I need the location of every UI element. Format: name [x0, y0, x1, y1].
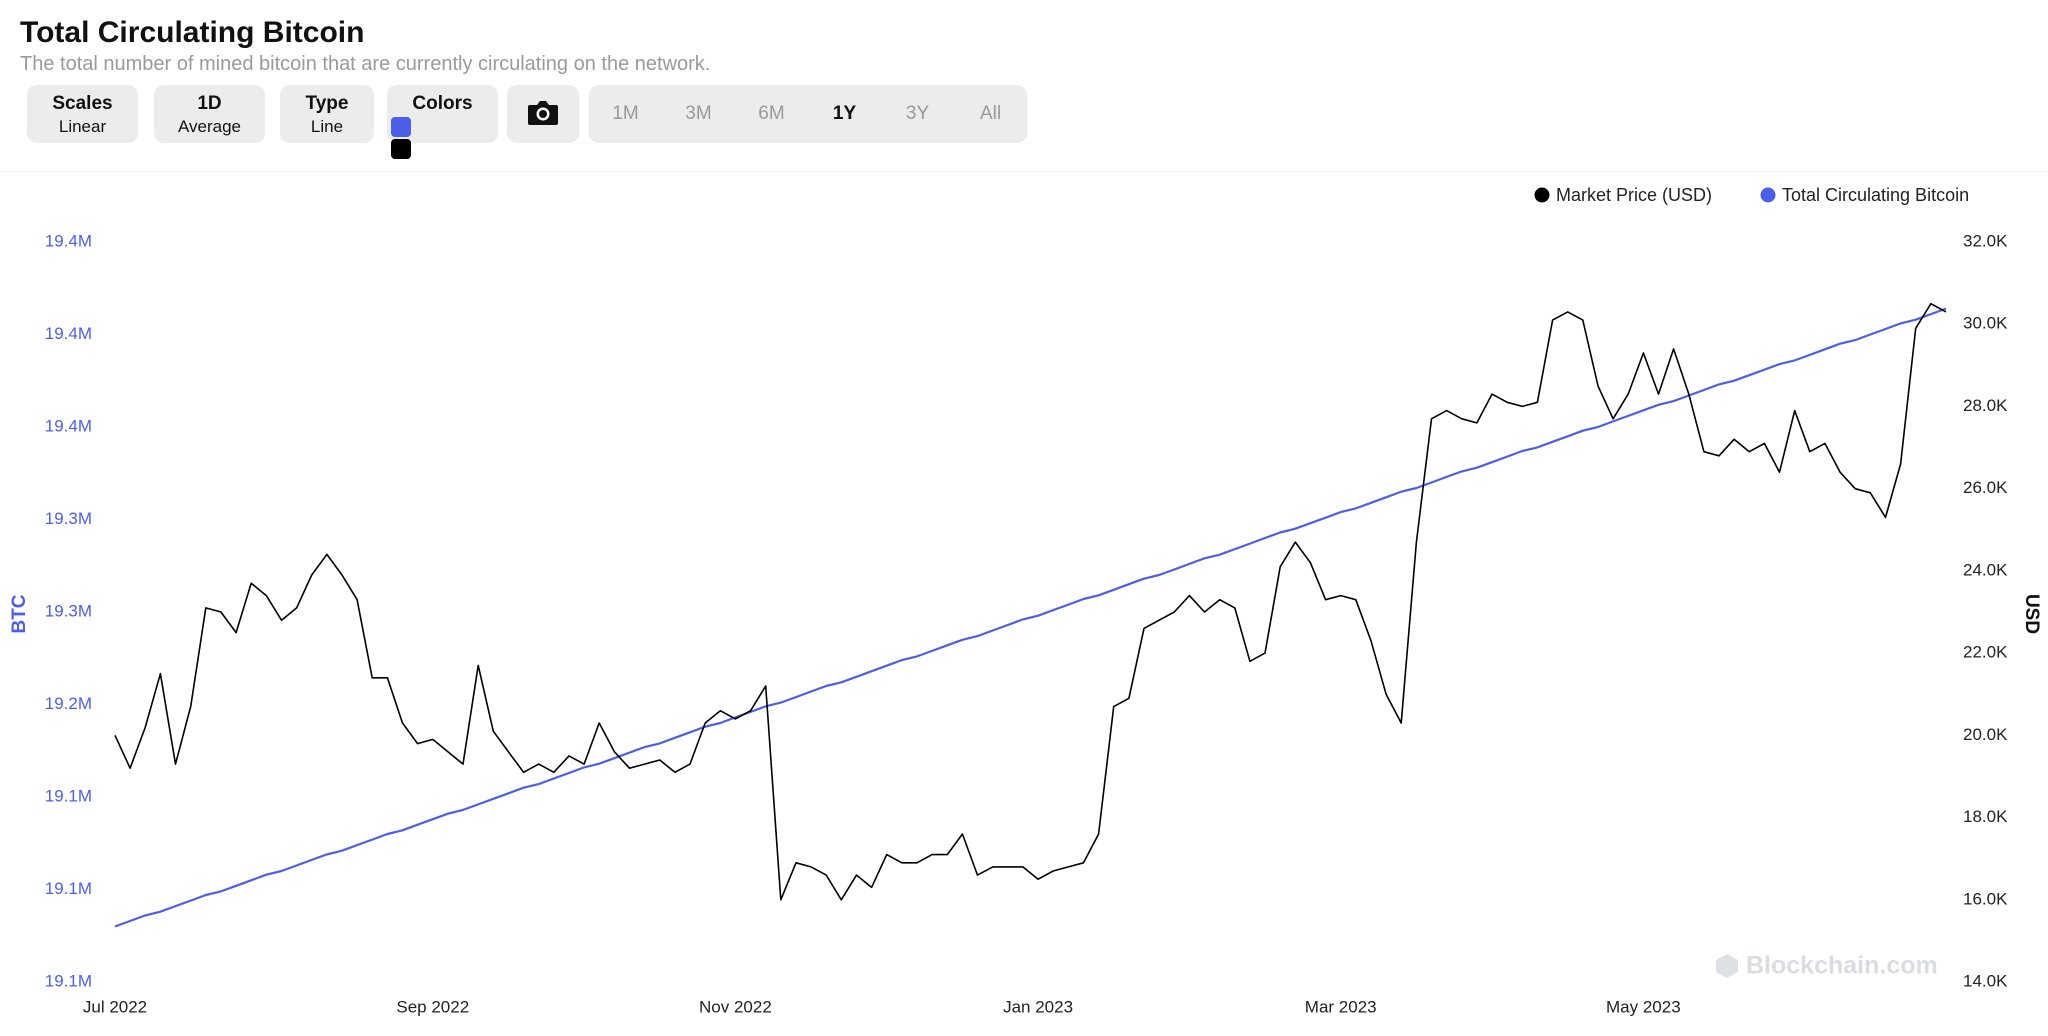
x-tick-label: Jul 2022	[83, 997, 147, 1016]
button-value: Line	[310, 117, 344, 136]
y2-tick-label: 20.0K	[1963, 725, 2008, 744]
separator	[0, 171, 2048, 172]
x-tick-label: Nov 2022	[699, 997, 772, 1016]
y2-tick-label: 16.0K	[1963, 889, 2008, 908]
legend-marker	[1534, 187, 1550, 203]
range-button[interactable]: All	[979, 103, 1002, 124]
screenshot-button[interactable]	[507, 85, 579, 143]
y-tick-label: 19.4M	[45, 231, 92, 250]
y-tick-label: 19.1M	[45, 879, 92, 898]
y2-tick-label: 14.0K	[1963, 971, 2008, 990]
range-button[interactable]: 1Y	[832, 103, 857, 124]
y-tick-label: 19.2M	[45, 694, 92, 713]
x-tick-label: Jan 2023	[1003, 997, 1073, 1016]
x-tick-label: Sep 2022	[396, 997, 469, 1016]
page-subtitle: The total number of mined bitcoin that a…	[20, 53, 711, 75]
color-swatch	[391, 117, 411, 137]
y2-tick-label: 30.0K	[1963, 314, 2008, 333]
camera-icon	[528, 101, 558, 125]
y2-tick-label: 28.0K	[1963, 396, 2008, 415]
legend-label: Market Price (USD)	[1556, 185, 1712, 205]
range-button[interactable]: 3M	[685, 103, 712, 124]
y2-tick-label: 24.0K	[1963, 560, 2008, 579]
legend-marker	[1760, 187, 1776, 203]
range-button[interactable]: 1M	[612, 103, 639, 124]
y-tick-label: 19.1M	[45, 971, 92, 990]
interval-button[interactable]: 1D Average	[154, 85, 265, 143]
y2-tick-label: 26.0K	[1963, 478, 2008, 497]
type-button[interactable]: Type Line	[280, 85, 374, 143]
button-label: 1D	[197, 93, 222, 114]
watermark-text: Blockchain.com	[1746, 952, 1938, 980]
y2-axis-title: USD	[2021, 594, 2042, 634]
button-label: Scales	[52, 93, 113, 114]
range-button[interactable]: 3Y	[905, 103, 930, 124]
page-title: Total Circulating Bitcoin	[20, 16, 365, 49]
y-tick-label: 19.4M	[45, 324, 92, 343]
range-button[interactable]: 6M	[758, 103, 785, 124]
y-tick-label: 19.3M	[45, 509, 92, 528]
series-line	[114, 302, 1947, 901]
y-tick-label: 19.4M	[45, 416, 92, 435]
y-tick-label: 19.1M	[45, 786, 92, 805]
y2-tick-label: 22.0K	[1963, 643, 2008, 662]
button-label: Colors	[412, 93, 473, 114]
series-line	[114, 307, 1947, 928]
swatches	[387, 117, 498, 159]
legend-label: Total Circulating Bitcoin	[1782, 185, 1969, 205]
x-tick-label: May 2023	[1606, 997, 1681, 1016]
x-tick-label: Mar 2023	[1305, 997, 1377, 1016]
button-value: Average	[177, 117, 241, 136]
y-axis-title: BTC	[9, 594, 30, 633]
button-label: Type	[305, 93, 349, 114]
button-value: Linear	[58, 117, 107, 136]
scales-button[interactable]: Scales Linear	[27, 85, 138, 143]
y2-tick-label: 32.0K	[1963, 231, 2008, 250]
y2-tick-label: 18.0K	[1963, 807, 2008, 826]
color-swatch	[391, 139, 411, 159]
range-selector: 1M 3M 6M 1Y 3Y All	[589, 85, 1027, 143]
colors-button[interactable]: Colors	[387, 85, 498, 159]
watermark: Blockchain.com	[1716, 952, 1938, 980]
y-tick-label: 19.3M	[45, 601, 92, 620]
